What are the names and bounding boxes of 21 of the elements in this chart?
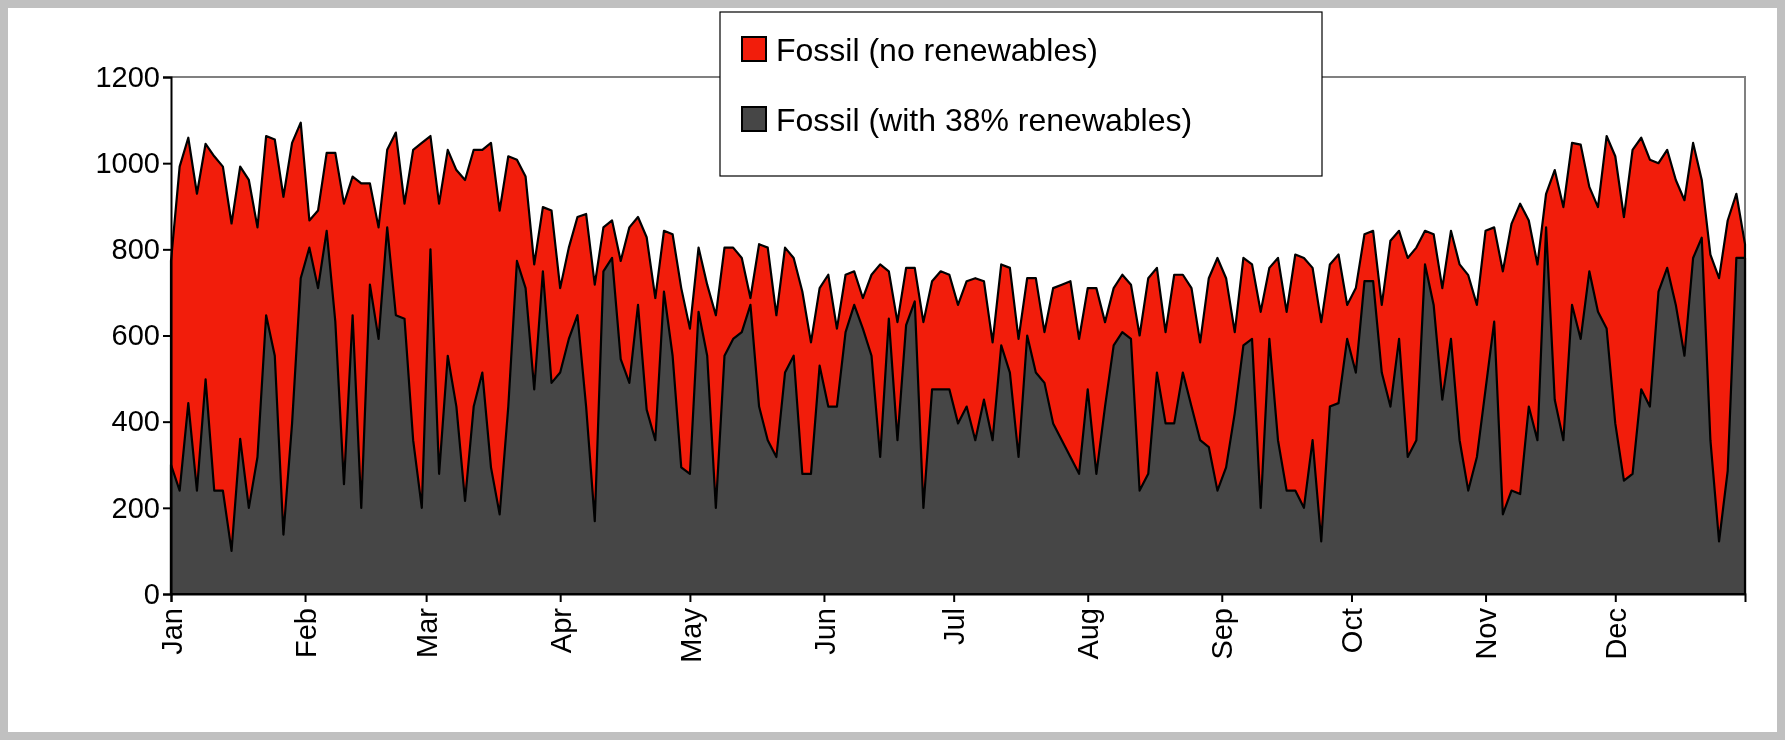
x-tick-label: Mar	[410, 607, 443, 658]
x-tick-label: Aug	[1072, 608, 1105, 660]
x-tick-label: Apr	[544, 607, 577, 654]
y-tick-label: 1000	[95, 146, 160, 179]
x-tick-label: Sep	[1206, 608, 1239, 660]
x-tick-label: Nov	[1470, 607, 1503, 660]
x-tick-label: Dec	[1599, 608, 1632, 660]
y-tick-label: 200	[111, 491, 160, 524]
x-tick-label: Jul	[938, 608, 971, 646]
y-tick-label: 600	[111, 319, 160, 352]
x-tick-label: Jan	[155, 608, 188, 655]
x-tick-label: Jun	[808, 608, 841, 655]
legend-label: Fossil (no renewables)	[776, 31, 1098, 68]
legend-label: Fossil (with 38% renewables)	[776, 101, 1193, 138]
y-tick-label: 0	[143, 577, 160, 610]
y-tick-label: 800	[111, 233, 160, 266]
y-tick-label: 1200	[95, 60, 160, 93]
x-tick-label: Oct	[1336, 608, 1369, 654]
y-tick-label: 400	[111, 405, 160, 438]
x-tick-label: May	[674, 607, 707, 663]
x-tick-label: Feb	[289, 608, 322, 658]
